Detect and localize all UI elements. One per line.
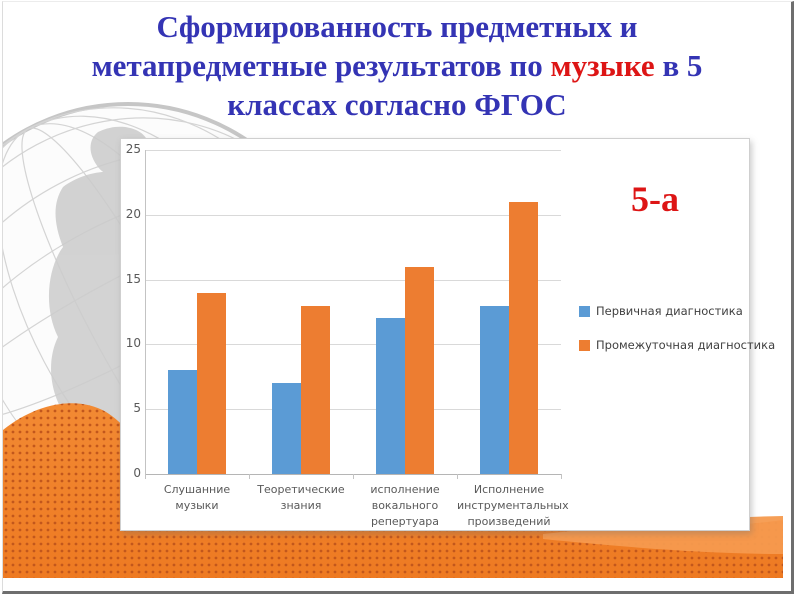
slide: Сформированность предметных и метапредме… [2, 1, 794, 594]
category-label: Исполнение инструментальных произведений [457, 483, 569, 528]
title-line-2-post: в 5 [654, 48, 703, 83]
bar-Промежуточная диагностика-2 [301, 305, 330, 474]
gridline-15 [145, 279, 561, 281]
bar-Промежуточная диагностика-3 [405, 266, 434, 474]
title-line-2-highlight: музыке [550, 48, 655, 83]
category-label: Слушанние музыки [163, 483, 231, 512]
x-axis-tick [353, 474, 354, 479]
legend-swatch [579, 305, 590, 317]
y-axis-label-0: 0 [133, 466, 141, 480]
y-axis-label-10: 10 [125, 336, 141, 351]
gridline-10 [145, 344, 561, 346]
title-line-2-pre: метапредметные результатов по [91, 48, 551, 83]
legend-item: Промежуточная диагностика [579, 338, 775, 352]
bar-Промежуточная диагностика-1 [197, 292, 226, 474]
title-line-3: классах согласно ФГОС [3, 85, 791, 124]
legend-item: Первичная диагностика [579, 304, 775, 318]
chart-legend: Первичная диагностика Промежуточная диагн… [579, 304, 775, 372]
gridline-25 [145, 150, 561, 151]
bar-Первичная диагностика-4 [480, 305, 509, 474]
legend-swatch [579, 339, 590, 351]
bar-Промежуточная диагностика-4 [509, 201, 538, 474]
x-axis-tick [249, 474, 250, 479]
title-line-1: Сформированность предметных и [3, 7, 791, 46]
title-line-3-text: классах согласно ФГОС [227, 87, 567, 122]
category-label: исполнение вокального репертуара [370, 483, 440, 528]
x-axis-tick [561, 474, 562, 479]
legend-label: Первичная диагностика [596, 304, 743, 318]
y-axis-label-5: 5 [133, 401, 141, 416]
bar-Первичная диагностика-2 [272, 383, 301, 474]
y-axis-label-20: 20 [125, 206, 141, 221]
legend-label: Промежуточная диагностика [596, 338, 776, 352]
class-label: 5-а [631, 179, 679, 219]
gridline-20 [145, 214, 561, 216]
title-line-2: метапредметные результатов по музыке в 5 [3, 46, 791, 85]
y-axis-label-15: 15 [125, 271, 141, 286]
category-label: Теоретические знания [257, 483, 345, 512]
slide-title: Сформированность предметных и метапредме… [3, 7, 791, 124]
y-axis-label-25: 25 [125, 142, 141, 156]
y-axis-line [145, 150, 146, 474]
bar-Первичная диагностика-3 [376, 318, 405, 474]
title-line-1-text: Сформированность предметных и [156, 9, 638, 44]
bar-Первичная диагностика-1 [168, 370, 197, 474]
x-axis-tick [145, 474, 146, 479]
x-axis-tick [457, 474, 458, 479]
